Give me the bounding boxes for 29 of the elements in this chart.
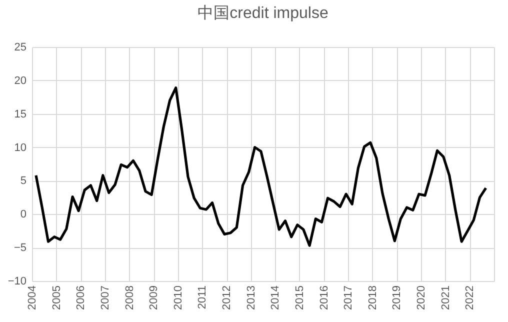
x-tick-label: 2007 [99,286,112,310]
x-tick-label: 2020 [416,286,428,310]
y-tick-label: 5 [20,175,26,188]
y-tick-label: −10 [8,276,26,288]
x-tick-label: 2010 [172,286,184,310]
x-tick-label: 2006 [75,286,88,310]
chart-title: 中国credit impulse [198,4,328,22]
x-tick-label: 2021 [440,286,452,310]
y-tick-label: 15 [14,108,26,120]
x-tick-label: 2014 [270,286,282,310]
line-series [34,86,488,247]
x-tick-label: 2019 [391,286,404,310]
x-tick-label: 2013 [245,286,258,310]
x-tick-label: 2011 [196,286,209,310]
x-tick-label: 2018 [366,286,379,310]
y-tick-label: 20 [14,74,26,87]
y-tick-label: −5 [14,242,26,254]
x-tick-label: 2016 [318,286,330,310]
x-tick-label: 2009 [148,286,160,310]
y-tick-label: 0 [20,208,26,221]
x-tick-label: 2005 [50,286,63,310]
x-tick-label: 2004 [26,286,38,310]
y-tick-label: 10 [14,142,26,154]
x-tick-label: 2015 [294,286,306,310]
y-tick-label: 25 [14,42,26,54]
x-tick-label: 2017 [342,286,355,310]
x-tick-label: 2008 [124,286,136,310]
x-tick-label: 2022 [464,286,476,310]
x-tick-label: 2012 [221,286,234,310]
